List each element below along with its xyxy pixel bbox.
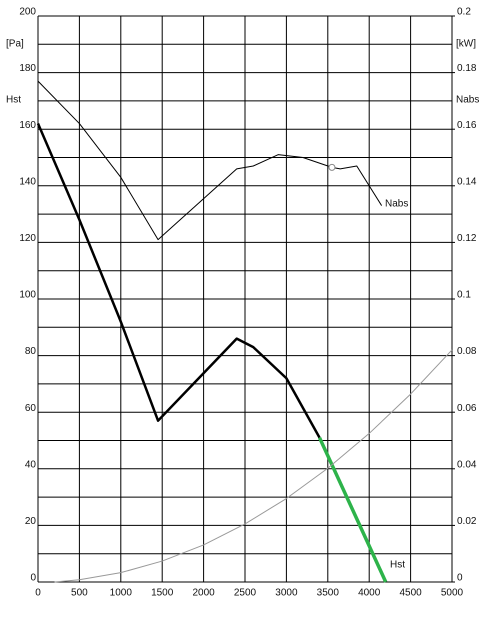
x-tick-label: 3000 (275, 588, 298, 599)
x-tick-label: 5000 (441, 588, 464, 599)
y2-tick-label: 0.08 (457, 346, 477, 357)
annotation: Hst (390, 560, 405, 571)
x-tick-label: 2500 (234, 588, 257, 599)
y2-tick-label: 0.12 (457, 233, 477, 244)
y-tick-label: 200 (19, 7, 36, 18)
y2-tick-label: 0.16 (457, 120, 477, 131)
y-tick-label: 80 (25, 346, 37, 357)
y-tick-label: 160 (19, 120, 36, 131)
y2-tick-label: 0.2 (457, 7, 471, 18)
y2-tick-label: 0.1 (457, 290, 471, 301)
y-tick-label: 0 (30, 573, 36, 584)
y2-tick-label: 0.06 (457, 403, 477, 414)
x-tick-label: 500 (71, 588, 88, 599)
y-tick-label: 20 (25, 516, 37, 527)
series-line (37, 80, 383, 241)
y-tick-label: 120 (19, 233, 36, 244)
x-tick-label: 1500 (151, 588, 174, 599)
y2-tick-label: 0.14 (457, 176, 477, 187)
y2-tick-label: 0.18 (457, 63, 477, 74)
series-line (36, 123, 321, 439)
x-tick-label: 1000 (110, 588, 133, 599)
y2-unit: [kW] (456, 39, 476, 50)
marker (328, 163, 336, 171)
x-tick-label: 2000 (192, 588, 215, 599)
y-tick-label: 180 (19, 63, 36, 74)
y2-tick-label: 0.04 (457, 459, 477, 470)
x-tick-label: 4500 (399, 588, 422, 599)
y2-tick-label: 0.02 (457, 516, 477, 527)
y-tick-label: 140 (19, 176, 36, 187)
y-unit: [Pa] (6, 39, 24, 50)
x-tick-label: 4000 (358, 588, 381, 599)
x-tick-label: 3500 (317, 588, 340, 599)
annotation: Nabs (385, 199, 408, 210)
y-tick-label: 60 (25, 403, 37, 414)
y-label: Hst (6, 95, 21, 106)
y2-label: Nabs (456, 95, 479, 106)
series-line (317, 436, 388, 583)
y-tick-label: 100 (19, 290, 36, 301)
series-line (54, 349, 453, 583)
y-tick-label: 40 (25, 459, 37, 470)
x-tick-label: 0 (35, 588, 41, 599)
y2-tick-label: 0 (457, 573, 463, 584)
